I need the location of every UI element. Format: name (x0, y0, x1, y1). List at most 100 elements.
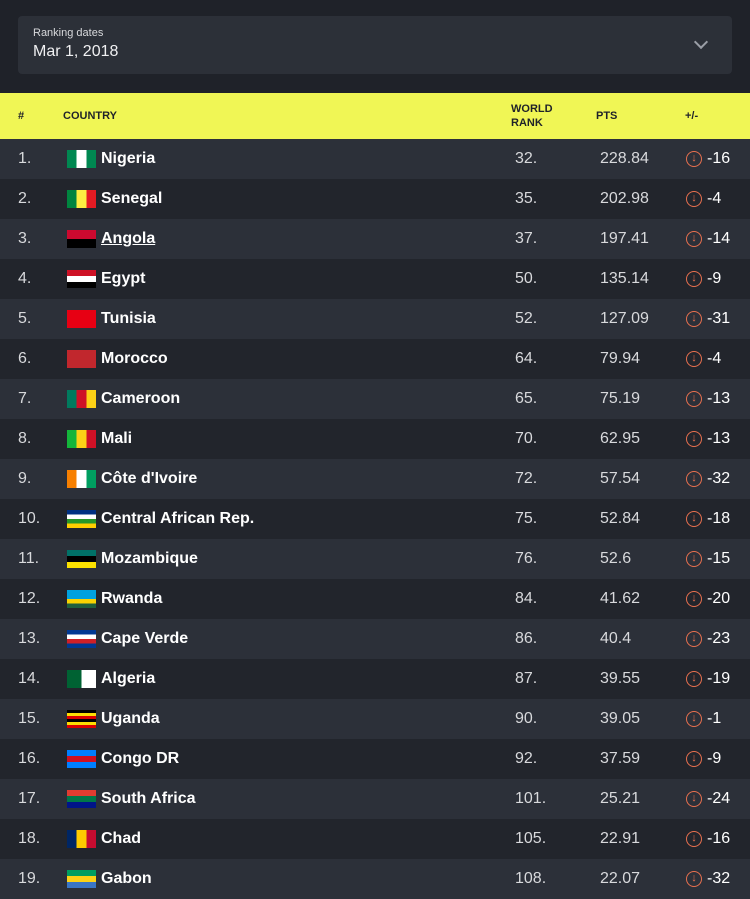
arrow-down-circle-icon: ↓ (686, 791, 702, 807)
world-rank: 86. (515, 630, 538, 647)
country-name-link[interactable]: Chad (101, 830, 141, 847)
rank-number: 15. (18, 710, 41, 727)
country-name-link[interactable]: Nigeria (101, 150, 156, 167)
points: 202.98 (600, 190, 649, 207)
country-flag-icon (67, 150, 96, 168)
table-row[interactable]: 5. Tunisia 52. 127.09 ↓ -31 (0, 299, 750, 339)
table-row[interactable]: 3. Angola 37. 197.41 ↓ -14 (0, 219, 750, 259)
points: 75.19 (600, 390, 641, 407)
arrow-down-circle-icon: ↓ (686, 391, 702, 407)
rank-change: -13 (707, 390, 731, 407)
country-flag-icon (67, 590, 96, 608)
country-flag-icon (67, 870, 96, 888)
table-row[interactable]: 17. South Africa 101. 25.21 ↓ -24 (0, 779, 750, 819)
points: 41.62 (600, 590, 641, 607)
country-name-link[interactable]: Rwanda (101, 590, 163, 607)
world-rank: 35. (515, 190, 538, 207)
table-row[interactable]: 11. Mozambique 76. 52.6 ↓ -15 (0, 539, 750, 579)
country-flag-icon (67, 190, 96, 208)
table-row[interactable]: 1. Nigeria 32. 228.84 ↓ -16 (0, 139, 750, 179)
table-row[interactable]: 10. Central African Rep. 75. 52.84 ↓ -18 (0, 499, 750, 539)
table-row[interactable]: 16. Congo DR 92. 37.59 ↓ -9 (0, 739, 750, 779)
country-name-link[interactable]: Cameroon (101, 390, 181, 407)
country-name-link[interactable]: Tunisia (101, 310, 156, 327)
arrow-down-circle-icon: ↓ (686, 191, 702, 207)
rank-number: 5. (18, 310, 32, 327)
country-flag-icon (67, 430, 96, 448)
table-row[interactable]: 12. Rwanda 84. 41.62 ↓ -20 (0, 579, 750, 619)
country-name-link[interactable]: Central African Rep. (101, 510, 255, 527)
points: 39.05 (600, 710, 641, 727)
rank-change: -32 (707, 870, 731, 887)
world-rank: 50. (515, 270, 538, 287)
arrow-down-circle-icon: ↓ (686, 431, 702, 447)
world-rank: 92. (515, 750, 538, 767)
world-rank: 37. (515, 230, 538, 247)
rank-change: -24 (707, 790, 731, 807)
country-name-link[interactable]: Angola (101, 230, 156, 247)
country-name-link[interactable]: Mali (101, 430, 133, 447)
arrow-down-circle-icon: ↓ (686, 311, 702, 327)
chevron-down-icon[interactable] (693, 34, 709, 50)
rank-change: -23 (707, 630, 731, 647)
table-row[interactable]: 4. Egypt 50. 135.14 ↓ -9 (0, 259, 750, 299)
country-name-link[interactable]: Côte d'Ivoire (101, 470, 198, 487)
world-rank: 105. (515, 830, 547, 847)
header-change: +/- (685, 110, 699, 122)
rank-number: 4. (18, 270, 32, 287)
table-row[interactable]: 15. Uganda 90. 39.05 ↓ -1 (0, 699, 750, 739)
world-rank: 75. (515, 510, 538, 527)
rank-number: 13. (18, 630, 41, 647)
points: 52.84 (600, 510, 641, 527)
rank-change: -15 (707, 550, 731, 567)
rank-number: 18. (18, 830, 41, 847)
country-name-link[interactable]: Gabon (101, 870, 152, 887)
table-row[interactable]: 18. Chad 105. 22.91 ↓ -16 (0, 819, 750, 859)
country-name-link[interactable]: Algeria (101, 670, 156, 687)
country-name-link[interactable]: Mozambique (101, 550, 198, 567)
country-name-link[interactable]: South Africa (101, 790, 196, 807)
country-name-link[interactable]: Senegal (101, 190, 163, 207)
table-row[interactable]: 2. Senegal 35. 202.98 ↓ -4 (0, 179, 750, 219)
table-row[interactable]: 19. Gabon 108. 22.07 ↓ -32 (0, 859, 750, 899)
table-row[interactable]: 8. Mali 70. 62.95 ↓ -13 (0, 419, 750, 459)
country-flag-icon (67, 670, 96, 688)
world-rank: 64. (515, 350, 538, 367)
arrow-down-circle-icon: ↓ (686, 151, 702, 167)
country-name-link[interactable]: Congo DR (101, 750, 180, 767)
rank-change: -16 (707, 150, 731, 167)
points: 197.41 (600, 230, 649, 247)
points: 37.59 (600, 750, 641, 767)
table-row[interactable]: 7. Cameroon 65. 75.19 ↓ -13 (0, 379, 750, 419)
points: 52.6 (600, 550, 632, 567)
arrow-down-circle-icon: ↓ (686, 351, 702, 367)
ranking-table-body: 1. Nigeria 32. 228.84 ↓ -16 2. Senegal 35… (0, 139, 750, 899)
arrow-down-circle-icon: ↓ (686, 831, 702, 847)
rank-number: 17. (18, 790, 41, 807)
country-name-link[interactable]: Cape Verde (101, 630, 189, 647)
ranking-dates-dropdown[interactable]: Ranking dates Mar 1, 2018 (18, 16, 732, 74)
arrow-down-circle-icon: ↓ (686, 711, 702, 727)
table-row[interactable]: 9. Côte d'Ivoire 72. 57.54 ↓ -32 (0, 459, 750, 499)
country-flag-icon (67, 710, 96, 728)
table-row[interactable]: 13. Cape Verde 86. 40.4 ↓ -23 (0, 619, 750, 659)
world-rank: 52. (515, 310, 538, 327)
world-rank: 84. (515, 590, 538, 607)
rank-change: -9 (707, 750, 722, 767)
country-name-link[interactable]: Egypt (101, 270, 146, 287)
rank-number: 10. (18, 510, 41, 527)
world-rank: 101. (515, 790, 547, 807)
arrow-down-circle-icon: ↓ (686, 471, 702, 487)
country-flag-icon (67, 510, 96, 528)
header-rank: # (18, 110, 25, 122)
arrow-down-circle-icon: ↓ (686, 591, 702, 607)
table-row[interactable]: 14. Algeria 87. 39.55 ↓ -19 (0, 659, 750, 699)
world-rank: 76. (515, 550, 538, 567)
country-name-link[interactable]: Uganda (101, 710, 160, 727)
rank-change: -9 (707, 270, 722, 287)
rank-number: 7. (18, 390, 32, 407)
country-name-link[interactable]: Morocco (101, 350, 168, 367)
country-flag-icon (67, 830, 96, 848)
arrow-down-circle-icon: ↓ (686, 631, 702, 647)
table-row[interactable]: 6. Morocco 64. 79.94 ↓ -4 (0, 339, 750, 379)
